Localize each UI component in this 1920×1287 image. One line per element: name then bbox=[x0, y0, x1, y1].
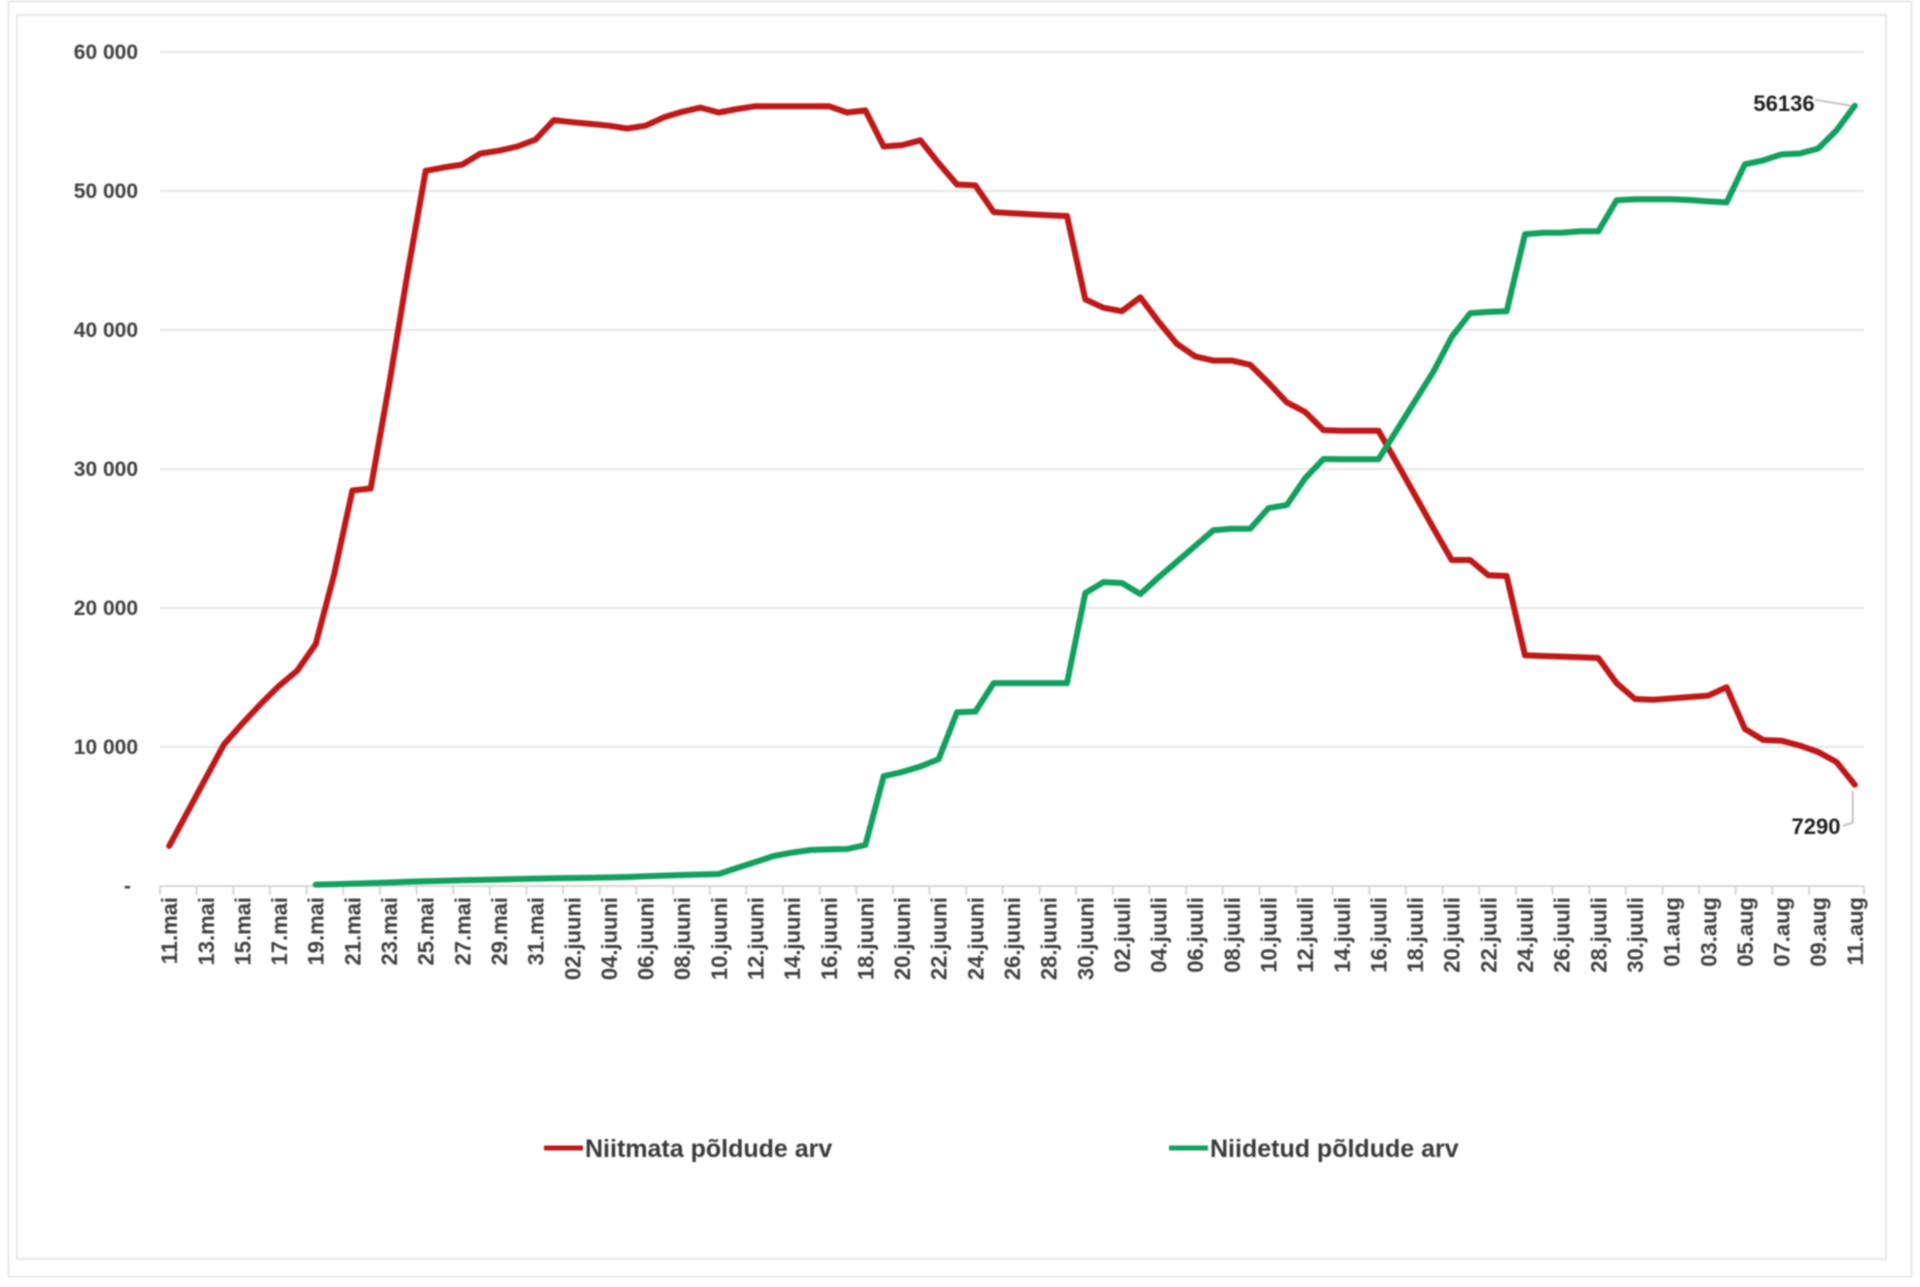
svg-text:24.juuli: 24.juuli bbox=[1513, 897, 1538, 973]
svg-text:31.mai: 31.mai bbox=[524, 897, 549, 966]
svg-text:23.mai: 23.mai bbox=[377, 897, 402, 966]
svg-text:22.juuni: 22.juuni bbox=[927, 897, 952, 980]
svg-text:10.juuli: 10.juuli bbox=[1257, 897, 1282, 973]
svg-text:25.mai: 25.mai bbox=[414, 897, 439, 966]
svg-text:12.juuli: 12.juuli bbox=[1293, 897, 1318, 973]
svg-text:7290: 7290 bbox=[1792, 814, 1841, 839]
svg-text:04.juuli: 04.juuli bbox=[1147, 897, 1172, 973]
svg-text:10.juuni: 10.juuni bbox=[707, 897, 732, 980]
svg-text:03.aug: 03.aug bbox=[1696, 897, 1721, 967]
svg-text:26.juuli: 26.juuli bbox=[1550, 897, 1575, 973]
svg-text:60 000: 60 000 bbox=[74, 41, 138, 64]
svg-text:13.mai: 13.mai bbox=[194, 897, 219, 966]
svg-text:21.mai: 21.mai bbox=[340, 897, 365, 966]
svg-text:20.juuni: 20.juuni bbox=[890, 897, 915, 980]
svg-text:56136: 56136 bbox=[1753, 91, 1814, 116]
svg-text:Niidetud põldude arv: Niidetud põldude arv bbox=[1210, 1135, 1459, 1163]
svg-text:28.juuni: 28.juuni bbox=[1037, 897, 1062, 980]
svg-text:05.aug: 05.aug bbox=[1733, 897, 1758, 967]
svg-text:07.aug: 07.aug bbox=[1770, 897, 1795, 967]
svg-text:40 000: 40 000 bbox=[74, 319, 138, 342]
svg-text:17.mai: 17.mai bbox=[267, 897, 292, 966]
svg-text:14.juuni: 14.juuni bbox=[780, 897, 805, 980]
svg-text:04.juuni: 04.juuni bbox=[597, 897, 622, 980]
svg-text:18.juuli: 18.juuli bbox=[1403, 897, 1428, 973]
svg-text:11.mai: 11.mai bbox=[157, 897, 182, 964]
svg-text:22.juuli: 22.juuli bbox=[1476, 897, 1501, 973]
svg-text:02.juuli: 02.juuli bbox=[1110, 897, 1135, 973]
svg-text:50 000: 50 000 bbox=[74, 180, 138, 203]
svg-text:02.juuni: 02.juuni bbox=[560, 897, 585, 980]
svg-text:08.juuni: 08.juuni bbox=[670, 897, 695, 980]
svg-text:Niitmata põldude arv: Niitmata põldude arv bbox=[585, 1135, 832, 1163]
svg-text:06.juuli: 06.juuli bbox=[1183, 897, 1208, 973]
svg-text:14.juuli: 14.juuli bbox=[1330, 897, 1355, 973]
svg-text:11.aug: 11.aug bbox=[1843, 897, 1868, 965]
svg-text:10 000: 10 000 bbox=[74, 736, 138, 759]
svg-text:16.juuni: 16.juuni bbox=[817, 897, 842, 980]
svg-text:16.juuli: 16.juuli bbox=[1367, 897, 1392, 973]
svg-text:06.juuni: 06.juuni bbox=[634, 897, 659, 980]
svg-text:20 000: 20 000 bbox=[74, 597, 138, 620]
svg-text:27.mai: 27.mai bbox=[450, 897, 475, 966]
svg-text:29.mai: 29.mai bbox=[487, 897, 512, 966]
svg-text:15.mai: 15.mai bbox=[231, 897, 256, 966]
svg-text:12.juuni: 12.juuni bbox=[744, 897, 769, 980]
svg-text:18.juuni: 18.juuni bbox=[853, 897, 878, 980]
svg-text:30.juuli: 30.juuli bbox=[1623, 897, 1648, 973]
svg-text:20.juuli: 20.juuli bbox=[1440, 897, 1465, 973]
svg-text:01.aug: 01.aug bbox=[1660, 897, 1685, 967]
svg-text:30 000: 30 000 bbox=[74, 458, 138, 481]
svg-text:26.juuni: 26.juuni bbox=[1000, 897, 1025, 980]
svg-text:08.juuli: 08.juuli bbox=[1220, 897, 1245, 973]
svg-text:19.mai: 19.mai bbox=[304, 897, 329, 966]
svg-text:09.aug: 09.aug bbox=[1806, 897, 1831, 967]
svg-text:24.juuni: 24.juuni bbox=[963, 897, 988, 980]
svg-text:28.juuli: 28.juuli bbox=[1586, 897, 1611, 973]
svg-text:-: - bbox=[124, 875, 131, 898]
svg-text:30.juuni: 30.juuni bbox=[1073, 897, 1098, 980]
